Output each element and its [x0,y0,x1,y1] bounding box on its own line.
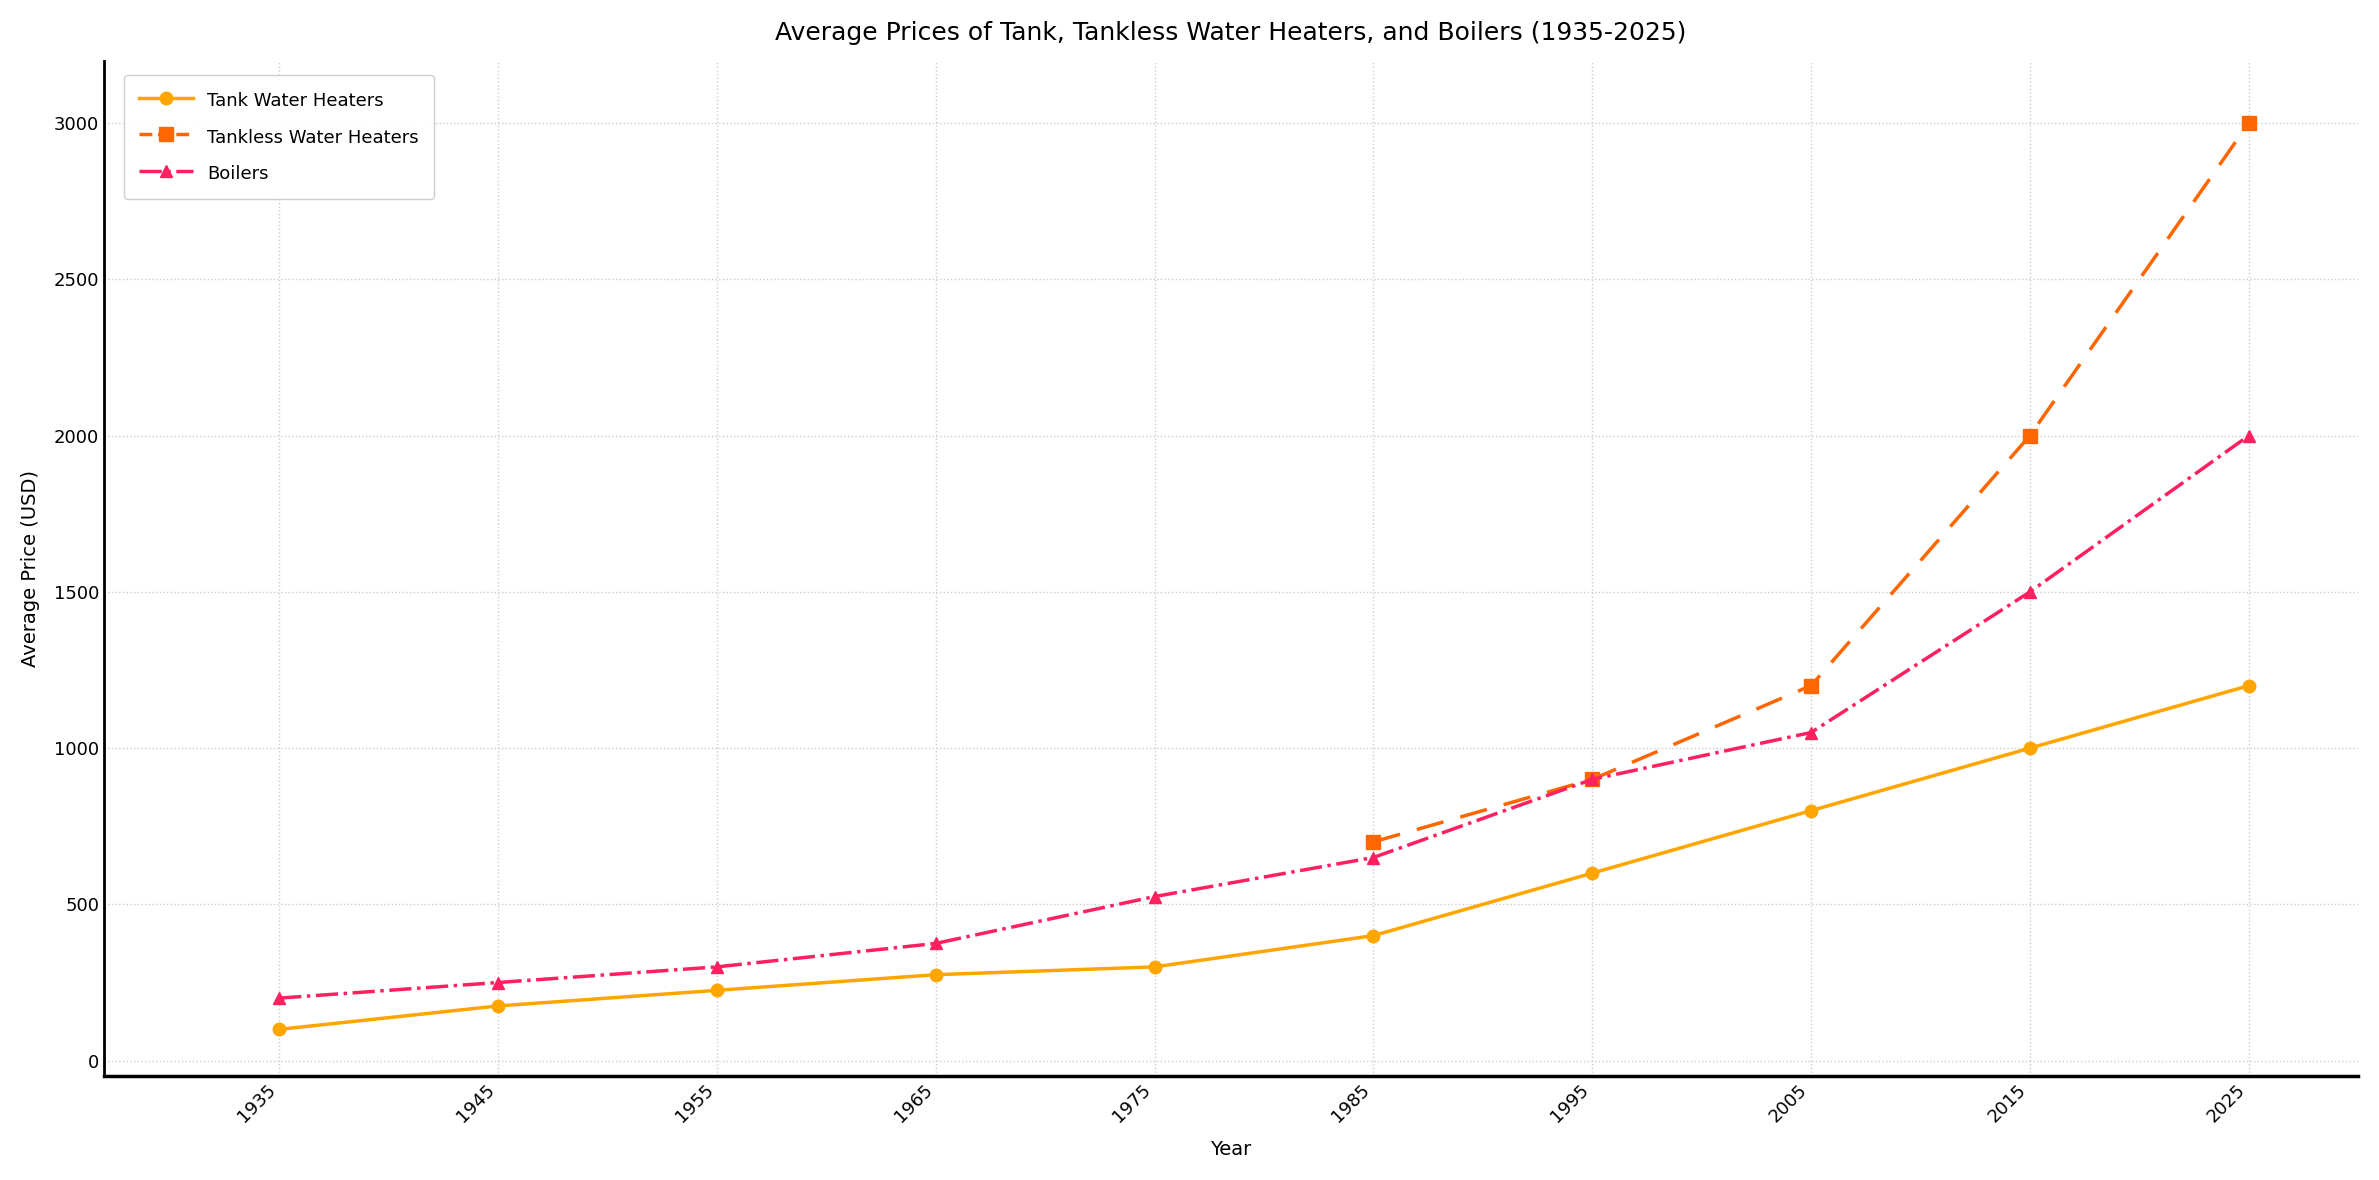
X-axis label: Year: Year [1211,1140,1251,1159]
Title: Average Prices of Tank, Tankless Water Heaters, and Boilers (1935-2025): Average Prices of Tank, Tankless Water H… [776,21,1687,45]
Legend: Tank Water Heaters, Tankless Water Heaters, Boilers: Tank Water Heaters, Tankless Water Heate… [124,74,433,198]
Y-axis label: Average Price (USD): Average Price (USD) [21,470,40,667]
